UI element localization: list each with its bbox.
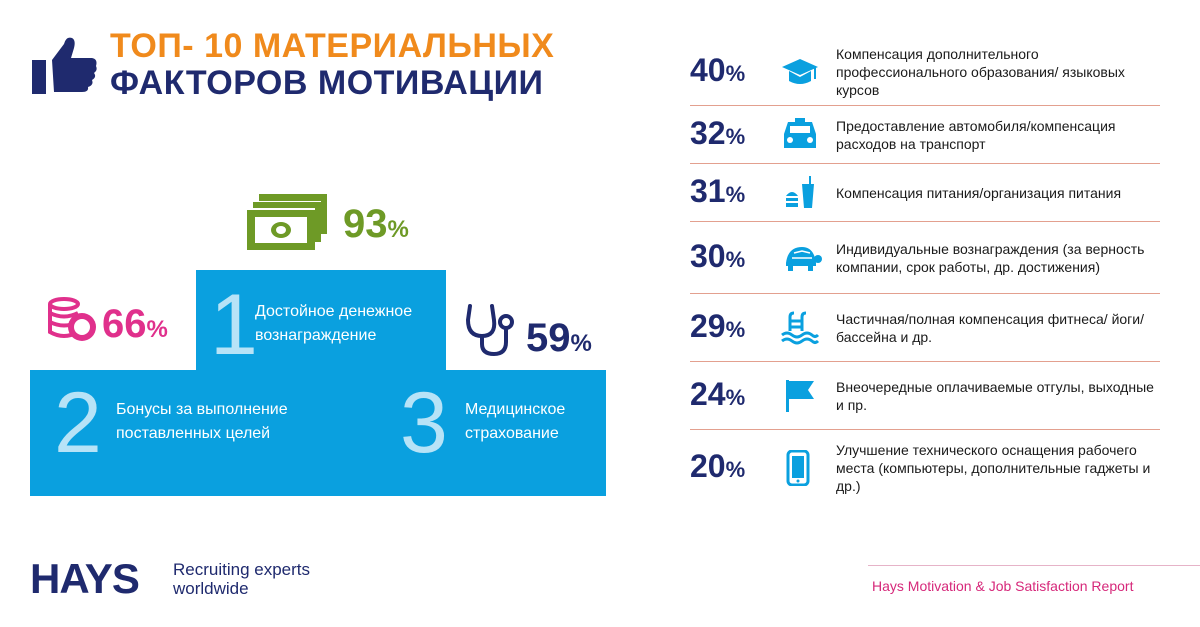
percent-sign: % <box>387 216 409 243</box>
factor-text: Компенсация дополнительного профессионал… <box>836 45 1125 98</box>
percent-sign: % <box>725 123 746 149</box>
factor-percent: 24% <box>690 378 780 414</box>
smartphone-icon <box>780 448 836 488</box>
list-item: 24% Внеочередные оплачиваемые отгулы, вы… <box>690 362 1160 430</box>
percent-sign: % <box>725 457 746 482</box>
factor-percent-value: 30 <box>690 237 726 274</box>
title-line-2: ФАКТОРОВ МОТИВАЦИИ <box>110 64 544 102</box>
rank-2-label: Бонусы за выполнение поставленных целей <box>116 401 288 442</box>
rank-2-percent-value: 66 <box>102 302 147 346</box>
podium-joint <box>196 360 446 370</box>
pool-icon <box>780 308 836 348</box>
factor-percent-value: 24 <box>690 375 726 412</box>
report-title: Hays Motivation & Job Satisfaction Repor… <box>872 578 1134 594</box>
factor-percent: 20% <box>690 450 780 486</box>
turtle-icon <box>780 238 836 278</box>
factor-text: Компенсация питания/организация питания <box>836 184 1122 201</box>
food-icon <box>780 173 836 213</box>
factor-percent-value: 40 <box>690 51 726 88</box>
list-item: 29% Частичная/полная компенсация фитнеса… <box>690 294 1160 362</box>
factors-list: 40% Компенсация дополнительного професси… <box>690 36 1160 506</box>
factor-text: Индивидуальные вознаграждения (за вернос… <box>836 240 1145 275</box>
factor-percent-value: 32 <box>690 114 726 151</box>
rank-3-percent-value: 59 <box>526 316 571 360</box>
percent-sign: % <box>725 60 746 86</box>
title-line-1: ТОП- 10 МАТЕРИАЛЬНЫХ <box>110 27 555 65</box>
rank-1-percent: 93% <box>343 204 409 250</box>
percent-sign: % <box>725 316 746 342</box>
rank-1-number: 1 <box>210 277 258 373</box>
coins-icon <box>44 296 100 344</box>
list-item: 40% Компенсация дополнительного професси… <box>690 36 1160 106</box>
percent-sign: % <box>725 246 746 272</box>
factor-percent: 31% <box>690 175 780 211</box>
tagline: Recruiting experts worldwide <box>173 560 311 598</box>
percent-sign: % <box>725 384 746 410</box>
car-icon <box>780 115 836 155</box>
factor-percent: 32% <box>690 117 780 153</box>
percent-sign: % <box>570 330 592 357</box>
list-item: 31% Компенсация питания/организация пита… <box>690 164 1160 222</box>
thumbs-up-icon <box>30 34 100 96</box>
rank-1-percent-value: 93 <box>343 202 388 246</box>
factor-text: Предоставление автомобиля/компенсация ра… <box>836 117 1116 152</box>
hays-logo: HAYS <box>30 555 140 602</box>
factor-percent-value: 31 <box>690 172 726 209</box>
rank-3-percent: 59% <box>526 318 592 364</box>
factor-text: Частичная/полная компенсация фитнеса/ йо… <box>836 310 1144 345</box>
flag-icon <box>780 376 836 416</box>
page-title: ТОП- 10 МАТЕРИАЛЬНЫХ ФАКТОРОВ МОТИВАЦИИ <box>110 28 554 102</box>
list-item: 32% Предоставление автомобиля/компенсаци… <box>690 106 1160 164</box>
factor-text: Улучшение технического оснащения рабочег… <box>836 442 1151 494</box>
podium-base <box>30 370 606 496</box>
report-divider <box>868 565 1200 566</box>
rank-2-percent: 66% <box>102 304 168 350</box>
factor-percent: 29% <box>690 310 780 346</box>
graduation-cap-icon <box>780 52 836 92</box>
rank-3-label: Медицинское страхование <box>465 401 566 442</box>
factor-percent: 30% <box>690 240 780 276</box>
list-item: 20% Улучшение технического оснащения раб… <box>690 430 1160 506</box>
money-icon <box>245 194 330 254</box>
percent-sign: % <box>146 316 168 343</box>
factor-percent: 40% <box>690 54 780 90</box>
list-item: 30% Индивидуальные вознаграждения (за ве… <box>690 222 1160 294</box>
factor-percent-value: 29 <box>690 307 726 344</box>
factor-percent-value: 20 <box>690 448 726 484</box>
podium-first-place <box>196 270 446 360</box>
rank-1-label: Достойное денежное вознаграждение <box>255 303 413 344</box>
rank-3-number: 3 <box>400 375 448 471</box>
stethoscope-icon <box>464 302 520 358</box>
percent-sign: % <box>725 181 746 207</box>
factor-text: Внеочередные оплачиваемые отгулы, выходн… <box>836 378 1154 413</box>
rank-2-number: 2 <box>54 375 102 471</box>
